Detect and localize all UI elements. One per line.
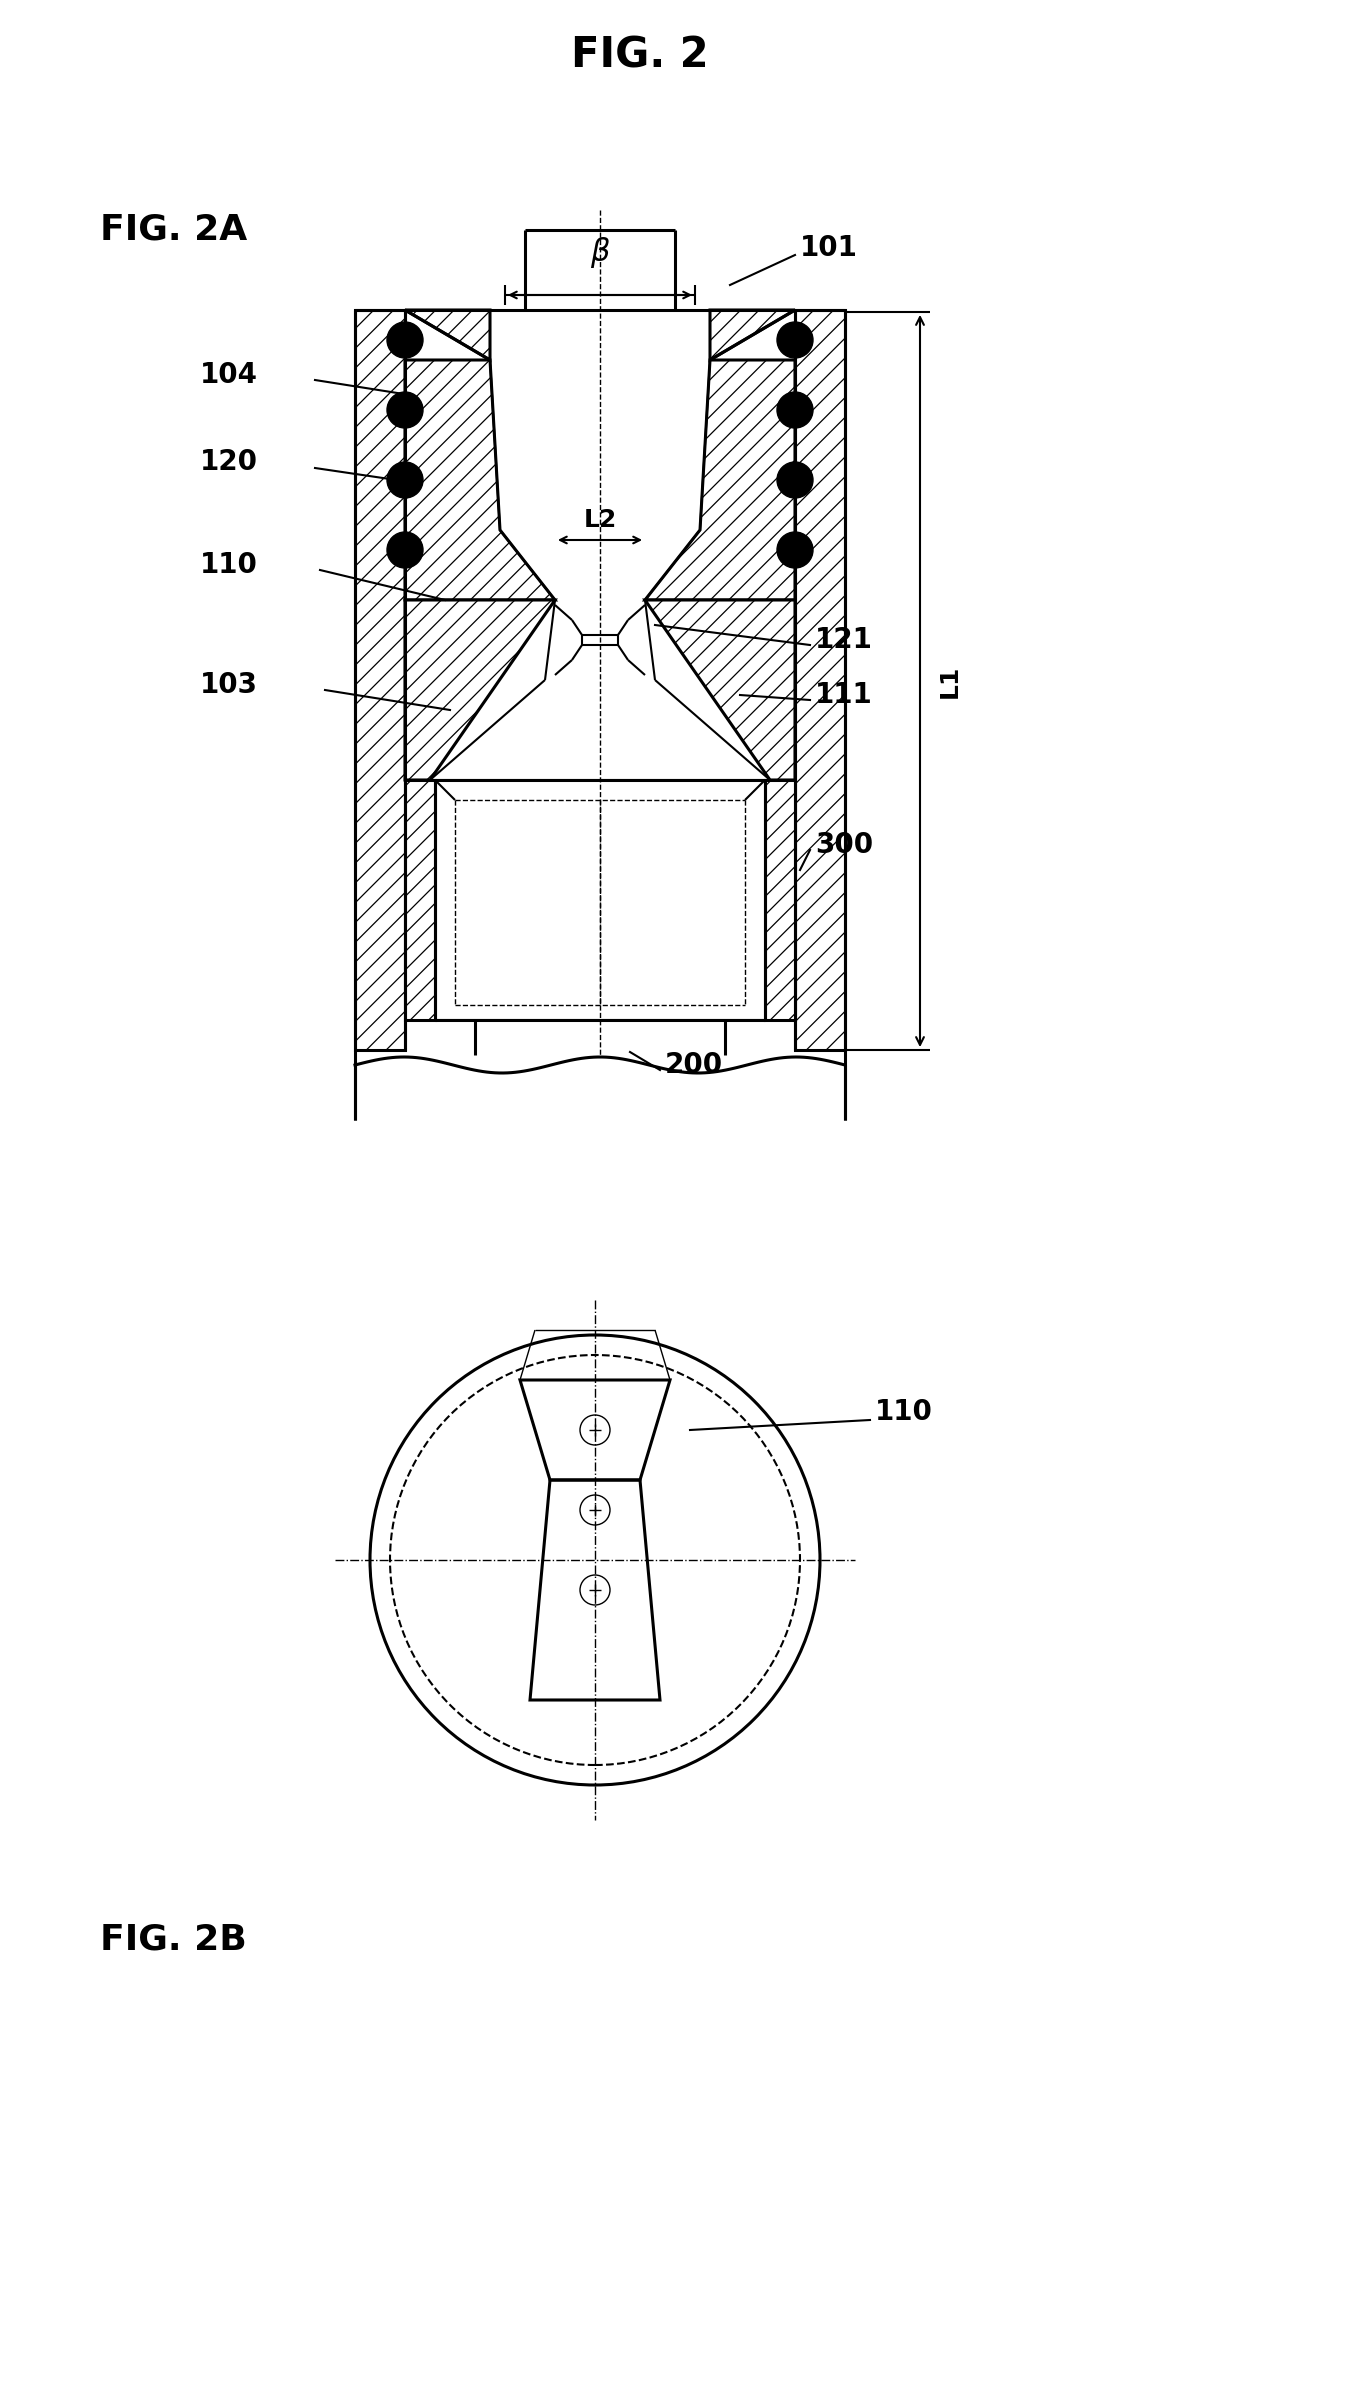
Circle shape <box>388 322 423 358</box>
Text: 101: 101 <box>800 233 858 262</box>
Polygon shape <box>355 310 405 1049</box>
Polygon shape <box>405 599 555 780</box>
Circle shape <box>388 462 423 498</box>
Polygon shape <box>405 310 490 361</box>
Circle shape <box>388 392 423 428</box>
Text: 110: 110 <box>874 1398 933 1427</box>
Text: 110: 110 <box>200 551 258 580</box>
Text: 111: 111 <box>815 681 873 710</box>
Polygon shape <box>710 310 796 361</box>
Circle shape <box>777 322 813 358</box>
Polygon shape <box>405 361 555 599</box>
Text: FIG. 2A: FIG. 2A <box>101 214 248 248</box>
Polygon shape <box>764 780 796 1020</box>
Text: $\beta$: $\beta$ <box>590 236 611 269</box>
Text: 300: 300 <box>815 830 873 859</box>
Circle shape <box>777 392 813 428</box>
Text: L2: L2 <box>583 508 616 532</box>
Text: FIG. 2B: FIG. 2B <box>101 1922 246 1956</box>
Polygon shape <box>645 599 796 780</box>
Text: L1: L1 <box>938 664 962 698</box>
Text: 121: 121 <box>815 626 873 654</box>
Text: 120: 120 <box>200 448 258 476</box>
Polygon shape <box>645 361 796 599</box>
Text: 104: 104 <box>200 361 258 390</box>
Polygon shape <box>796 310 845 1049</box>
Text: 200: 200 <box>665 1051 724 1078</box>
Text: 103: 103 <box>200 671 258 700</box>
Circle shape <box>777 462 813 498</box>
Circle shape <box>388 532 423 568</box>
Text: FIG. 2: FIG. 2 <box>571 34 709 77</box>
Circle shape <box>777 532 813 568</box>
Polygon shape <box>405 780 435 1020</box>
